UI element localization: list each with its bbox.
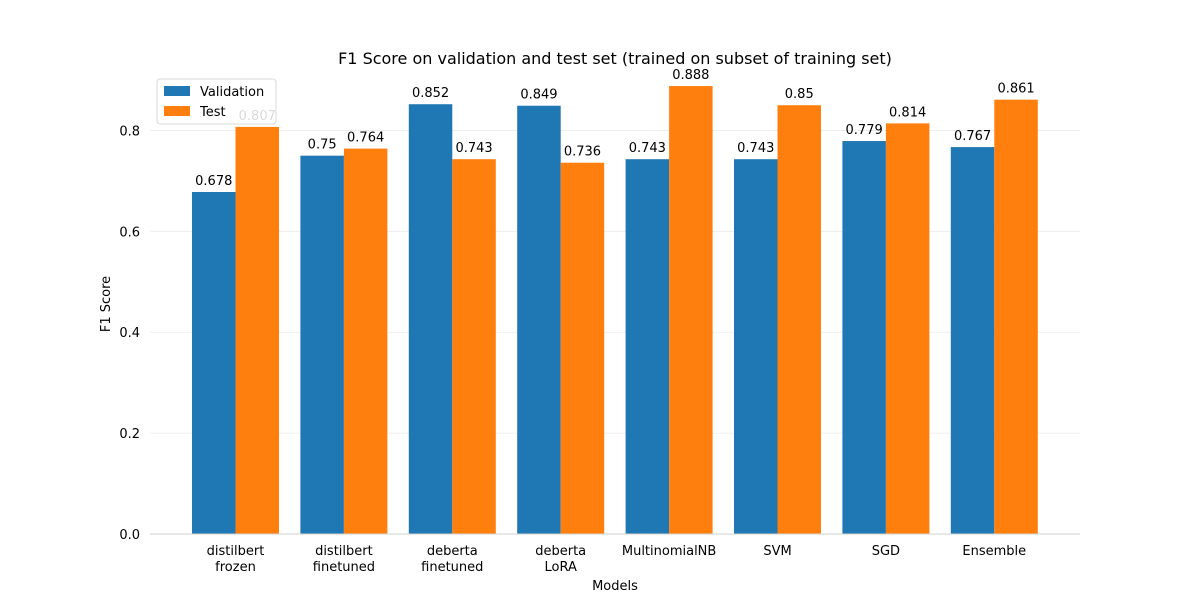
- x-tick-label: distilbert: [315, 544, 373, 559]
- x-tick-label: deberta: [535, 544, 586, 559]
- x-tick-label: deberta: [427, 544, 478, 559]
- grid-lines: [150, 130, 1080, 434]
- x-tick-label: finetuned: [313, 560, 375, 575]
- bar-value-label: 0.678: [195, 174, 232, 189]
- bar-validation-4: [625, 159, 670, 534]
- bar-test-4: [669, 86, 713, 534]
- bar-value-label: 0.743: [737, 141, 774, 156]
- bar-value-label: 0.779: [846, 123, 883, 138]
- axes: 0.00.20.40.60.8distilbertfrozendistilber…: [119, 124, 1080, 575]
- bar-value-label: 0.764: [347, 131, 384, 146]
- bar-value-label: 0.814: [889, 105, 926, 120]
- x-tick-label: Ensemble: [962, 544, 1026, 559]
- legend: Validation Test: [156, 78, 277, 125]
- bar-test-2: [452, 159, 496, 534]
- y-axis-label: F1 Score: [99, 276, 114, 332]
- bar-validation-7: [950, 147, 995, 534]
- bar-test-6: [885, 123, 930, 534]
- bar-test-5: [777, 105, 821, 534]
- bar-value-label: 0.743: [455, 141, 492, 156]
- bar-test-7: [994, 99, 1038, 534]
- x-tick-label: distilbert: [207, 544, 265, 559]
- bar-validation-6: [842, 141, 886, 534]
- legend-swatch-validation: [164, 86, 190, 96]
- bar-value-label: 0.888: [672, 68, 709, 83]
- y-tick-label: 0.4: [119, 326, 140, 341]
- x-tick-label: SGD: [872, 544, 900, 559]
- bar-test-3: [560, 162, 605, 534]
- bar-test-0: [235, 126, 279, 534]
- bar-value-label: 0.852: [412, 86, 449, 101]
- bar-value-label: 0.743: [629, 141, 666, 156]
- legend-label-test: Test: [199, 105, 226, 120]
- x-tick-label: frozen: [215, 560, 256, 575]
- bar-validation-2: [408, 104, 453, 535]
- bar-value-label: 0.861: [997, 82, 1034, 97]
- x-tick-label: finetuned: [421, 560, 483, 575]
- legend-label-validation: Validation: [200, 85, 264, 100]
- bar-validation-3: [517, 105, 561, 534]
- bar-validation-5: [734, 159, 778, 534]
- y-tick-label: 0.0: [119, 528, 140, 543]
- bar-validation-1: [300, 155, 344, 534]
- x-tick-label: SVM: [763, 544, 791, 559]
- bar-value-label: 0.767: [954, 129, 991, 144]
- bar-validation-0: [192, 191, 236, 534]
- x-axis-label: Models: [592, 579, 638, 594]
- bar-value-label: 0.85: [785, 87, 814, 102]
- y-tick-label: 0.8: [119, 124, 140, 139]
- bar-value-label: 0.849: [520, 88, 557, 103]
- chart-title: F1 Score on validation and test set (tra…: [338, 49, 892, 68]
- x-tick-label: LoRA: [545, 560, 577, 575]
- bars: [192, 86, 1038, 535]
- bar-test-1: [343, 148, 388, 535]
- bar-value-label: 0.75: [308, 138, 337, 153]
- bar-value-label: 0.736: [564, 145, 601, 160]
- y-tick-label: 0.6: [119, 225, 140, 240]
- x-tick-label: MultinomialNB: [622, 544, 716, 559]
- legend-swatch-test: [164, 106, 190, 116]
- y-tick-label: 0.2: [119, 427, 140, 442]
